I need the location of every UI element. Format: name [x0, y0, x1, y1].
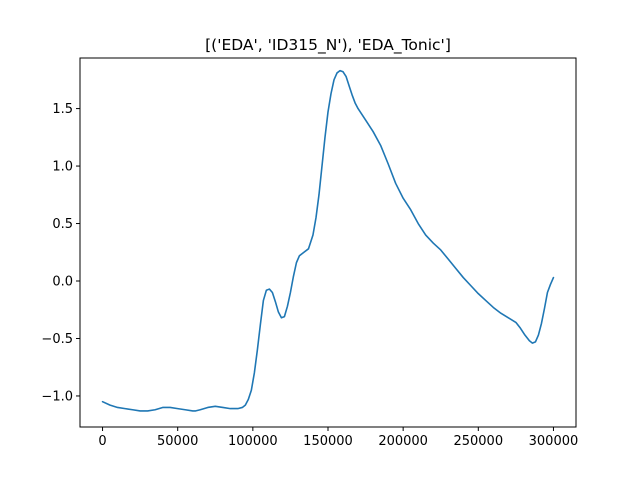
x-tick-label: 150000 — [303, 434, 353, 449]
x-tick-label: 0 — [98, 434, 106, 449]
y-tick-label: 1.0 — [52, 160, 73, 175]
axes: 0 50000 100000 150000 200000 250000 300000 −1.0… — [41, 57, 579, 449]
y-tick-label: 0.0 — [52, 275, 73, 290]
y-tick-label: 0.5 — [52, 217, 73, 232]
x-tick-label: 50000 — [157, 434, 198, 449]
chart-title: [('EDA', 'ID315_N'), 'EDA_Tonic'] — [205, 36, 451, 55]
y-tick-label: −1.0 — [41, 389, 73, 404]
x-tick-label: 300000 — [529, 434, 579, 449]
x-tick-label: 250000 — [453, 434, 503, 449]
y-tick-label: −0.5 — [41, 332, 73, 347]
x-tick-label: 100000 — [228, 434, 278, 449]
series-line-0 — [101, 69, 555, 412]
plot-area — [101, 69, 555, 412]
x-tick-label: 200000 — [378, 434, 428, 449]
y-tick-label: 1.5 — [52, 102, 73, 117]
